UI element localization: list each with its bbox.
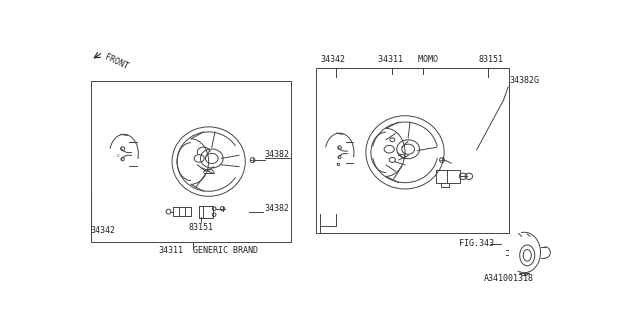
Text: 83151: 83151	[188, 222, 214, 232]
Text: c: c	[117, 153, 120, 158]
Text: 34382: 34382	[265, 204, 290, 213]
Text: 34382: 34382	[265, 150, 290, 159]
Bar	[91, 81, 291, 243]
Text: GENERIC BRAND: GENERIC BRAND	[193, 246, 259, 255]
Text: FRONT: FRONT	[103, 53, 130, 72]
Text: 34382G: 34382G	[509, 76, 539, 85]
Text: FIG.343: FIG.343	[459, 239, 494, 249]
Text: 83151: 83151	[478, 55, 503, 64]
Text: A341001318: A341001318	[484, 274, 534, 283]
Bar	[316, 68, 509, 233]
Text: 34311   MOMO: 34311 MOMO	[378, 55, 438, 64]
Text: 34342: 34342	[320, 55, 346, 64]
Text: 34342: 34342	[90, 227, 115, 236]
Text: 34311: 34311	[159, 246, 184, 255]
